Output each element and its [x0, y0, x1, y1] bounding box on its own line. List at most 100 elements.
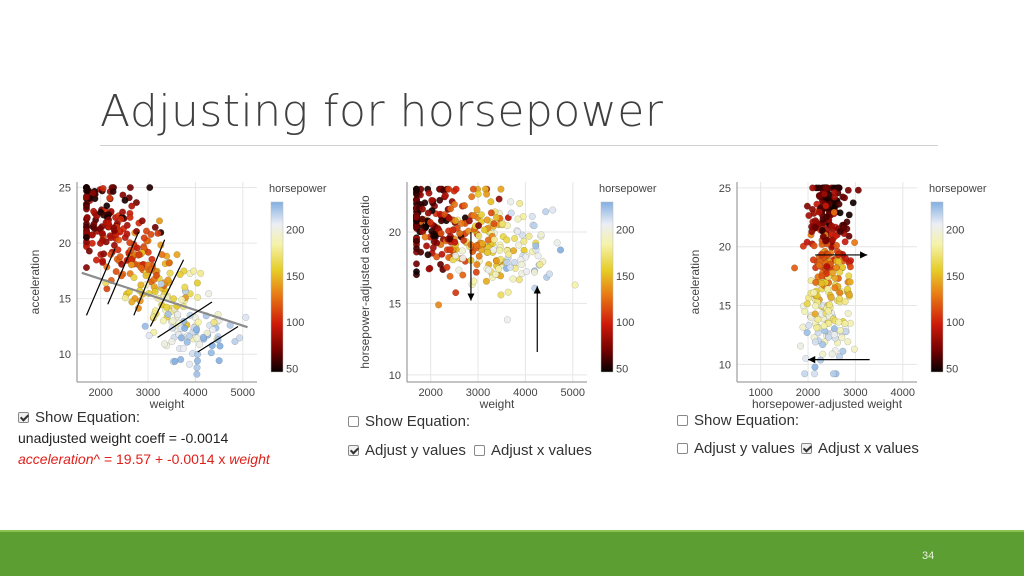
data-point — [114, 246, 122, 254]
data-point — [412, 244, 421, 252]
colorbar-title: horsepower — [599, 183, 657, 195]
data-point — [496, 246, 504, 254]
data-point — [106, 194, 114, 202]
data-point — [571, 281, 579, 289]
data-point — [509, 275, 517, 283]
middle-adjust-x-checkbox[interactable] — [474, 445, 485, 456]
data-point — [531, 268, 539, 276]
colorbar-tick-label: 50 — [946, 363, 958, 375]
middle-adjust-y-label: Adjust y values — [365, 442, 466, 459]
data-point — [528, 212, 536, 220]
y-tick-label: 20 — [389, 227, 401, 239]
data-point — [443, 263, 451, 271]
data-point — [441, 211, 449, 219]
data-point — [89, 189, 97, 197]
data-point — [830, 325, 838, 333]
page-number: 34 — [922, 550, 935, 562]
data-point — [518, 260, 526, 268]
footer-accent-line — [0, 530, 1024, 533]
data-point — [487, 198, 495, 206]
x-tick-label: 4000 — [891, 387, 915, 399]
data-point — [824, 285, 832, 293]
colorbar — [600, 201, 614, 373]
data-point — [507, 198, 515, 206]
data-point — [423, 242, 431, 250]
data-point — [459, 271, 467, 279]
data-point — [815, 184, 823, 192]
middle-adjust-x[interactable]: Adjust x values — [474, 442, 592, 459]
data-point — [82, 193, 91, 201]
right-adjust-y-checkbox[interactable] — [677, 443, 688, 454]
data-point — [169, 317, 177, 325]
data-point — [107, 234, 115, 242]
y-tick-label: 25 — [59, 183, 71, 195]
data-point — [835, 200, 843, 208]
data-point — [803, 202, 811, 210]
data-point — [822, 202, 830, 210]
middle-adjust-y[interactable]: Adjust y values — [348, 442, 466, 459]
right-adjust-x-checkbox[interactable] — [801, 443, 812, 454]
colorbar-title: horsepower — [269, 183, 327, 195]
right-show-equation-checkbox[interactable] — [677, 415, 688, 426]
data-point — [177, 334, 185, 342]
data-point — [465, 217, 473, 225]
data-point — [475, 252, 483, 260]
colorbar-tick-label: 200 — [286, 225, 304, 237]
data-point — [836, 326, 844, 335]
data-point — [469, 185, 477, 193]
data-point — [498, 220, 506, 228]
data-point — [88, 239, 96, 247]
data-point — [516, 199, 524, 208]
data-point — [457, 219, 466, 227]
data-point — [805, 321, 813, 329]
y-tick-label: 15 — [719, 301, 731, 313]
left-show-equation-checkbox[interactable] — [18, 412, 29, 423]
data-point — [165, 259, 173, 267]
data-point — [831, 284, 839, 292]
data-point — [472, 242, 481, 250]
colorbar-tick-label: 50 — [286, 363, 298, 375]
data-point — [242, 313, 250, 321]
data-point — [811, 338, 819, 346]
data-point — [210, 318, 218, 326]
data-point — [815, 208, 823, 216]
data-point — [137, 264, 145, 272]
colorbar-title: horsepower — [929, 183, 987, 195]
data-point — [495, 195, 503, 203]
left-show-equation[interactable]: Show Equation: — [18, 409, 140, 426]
data-point — [490, 220, 498, 228]
data-point — [503, 236, 511, 244]
data-point — [518, 231, 526, 239]
data-point — [425, 265, 433, 273]
data-point — [477, 211, 485, 219]
right-adjust-y[interactable]: Adjust y values — [677, 440, 795, 457]
data-point — [193, 370, 201, 378]
data-point — [82, 264, 91, 272]
data-point — [194, 318, 202, 326]
data-point — [811, 224, 820, 232]
data-point — [428, 196, 436, 204]
data-point — [152, 271, 161, 279]
right-show-equation[interactable]: Show Equation: — [677, 412, 799, 429]
data-point — [822, 237, 830, 245]
colorbar — [930, 201, 944, 373]
middle-show-equation[interactable]: Show Equation: — [348, 413, 470, 430]
y-tick-label: 10 — [59, 349, 71, 361]
middle-show-equation-checkbox[interactable] — [348, 416, 359, 427]
right-adjust-x[interactable]: Adjust x values — [801, 440, 919, 457]
data-point — [830, 188, 838, 196]
y-axis-label: acceleration — [688, 250, 702, 315]
middle-adjust-y-checkbox[interactable] — [348, 445, 359, 456]
data-point — [174, 310, 182, 319]
colorbar-tick-label: 100 — [946, 317, 964, 329]
data-point — [138, 217, 146, 225]
data-point — [514, 228, 522, 236]
data-point — [447, 205, 455, 213]
data-point — [844, 309, 852, 318]
data-point — [446, 272, 454, 280]
data-point — [112, 268, 120, 276]
data-point — [811, 217, 819, 225]
data-point — [542, 208, 550, 216]
data-point — [814, 315, 822, 323]
data-point — [828, 269, 837, 277]
